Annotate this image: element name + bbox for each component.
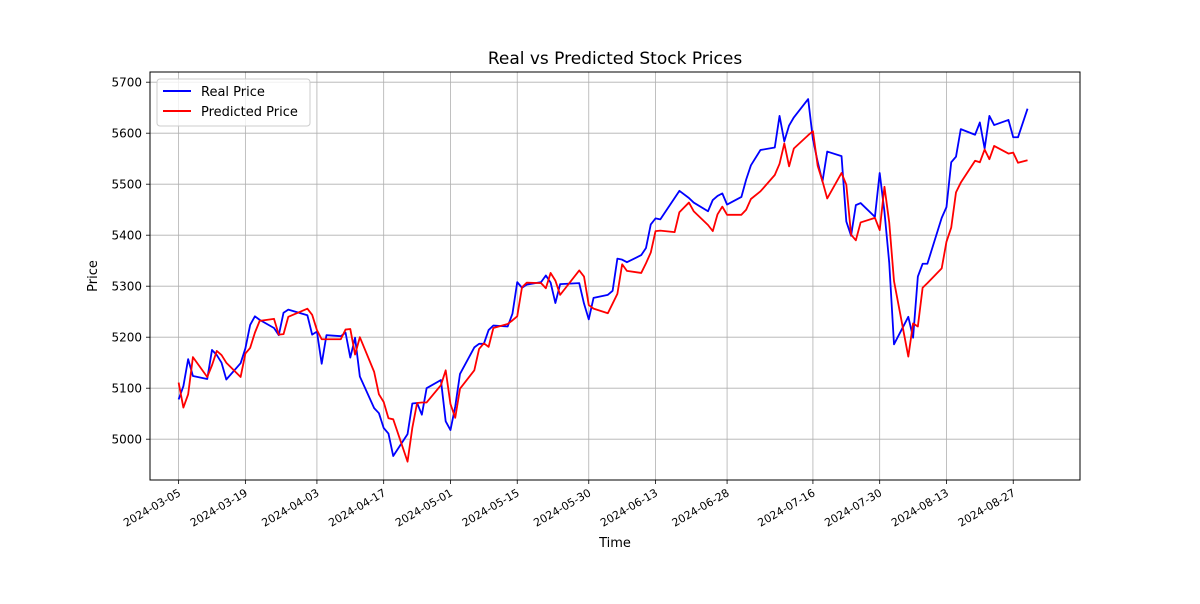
x-tick-label: 2024-06-28 <box>670 486 732 529</box>
x-axis-label: Time <box>598 536 631 551</box>
plot-frame <box>149 71 1081 481</box>
x-tick-label: 2024-05-01 <box>393 486 455 529</box>
legend-label-real-price: Real Price <box>201 85 265 100</box>
chart-title: Real vs Predicted Stock Prices <box>488 49 743 69</box>
y-axis-ticks: 5000 5100 5200 5300 5400 5500 5600 5700 <box>111 76 150 447</box>
x-tick-label: 2024-07-30 <box>822 486 884 529</box>
legend-box <box>156 78 311 127</box>
x-tick-label: 2024-05-15 <box>460 486 522 529</box>
y-tick-label: 5100 <box>111 382 142 396</box>
x-tick-label: 2024-05-30 <box>531 486 593 529</box>
x-tick-label: 2024-08-27 <box>956 486 1018 529</box>
x-axis-ticks: 2024-03-05 2024-03-19 2024-04-03 2024-04-17… <box>121 480 1018 530</box>
x-tick-label: 2024-04-03 <box>260 486 322 529</box>
y-tick-label: 5500 <box>111 178 142 192</box>
y-axis-label: Price <box>86 260 101 292</box>
x-tick-label: 2024-03-19 <box>188 486 250 529</box>
x-tick-label: 2024-06-13 <box>598 486 660 529</box>
series-line-real-price <box>177 98 1029 457</box>
legend-label-predicted-price: Predicted Price <box>201 105 298 120</box>
y-tick-label: 5700 <box>111 76 142 90</box>
series-lines <box>177 98 1029 463</box>
x-tick-label: 2024-04-17 <box>326 486 388 529</box>
y-tick-label: 5300 <box>111 280 142 294</box>
legend: Real Price Predicted Price <box>156 78 311 127</box>
x-tick-label: 2024-03-05 <box>121 486 183 529</box>
y-tick-label: 5000 <box>111 433 142 447</box>
y-tick-label: 5600 <box>111 127 142 141</box>
x-tick-label: 2024-08-13 <box>889 486 951 529</box>
grid <box>150 72 1080 480</box>
x-tick-label: 2024-07-16 <box>756 486 818 529</box>
y-tick-label: 5400 <box>111 229 142 243</box>
y-tick-label: 5200 <box>111 331 142 345</box>
series-line-predicted-price <box>177 130 1028 463</box>
